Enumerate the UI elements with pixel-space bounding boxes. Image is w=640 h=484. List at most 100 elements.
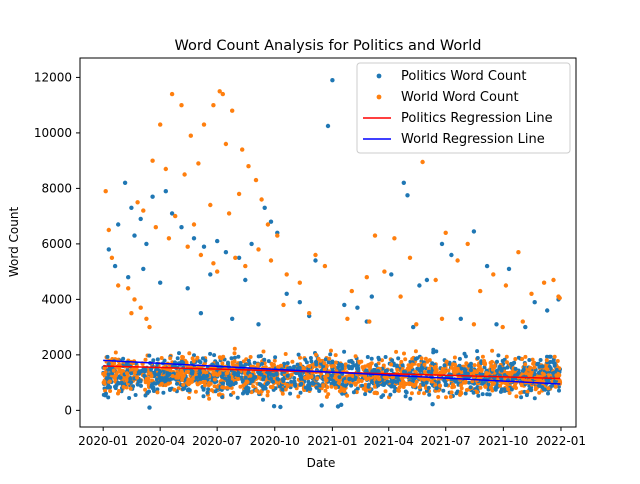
- dense-point: [143, 387, 148, 392]
- politics-point: [342, 302, 347, 308]
- dense-point: [505, 360, 509, 365]
- politics-point: [112, 263, 118, 269]
- world-point: [215, 269, 220, 274]
- dense-point: [459, 370, 464, 375]
- dense-point: [476, 393, 481, 398]
- dense-point: [537, 378, 542, 383]
- dense-point: [538, 358, 543, 362]
- dense-point: [330, 364, 334, 369]
- dense-point: [202, 383, 207, 388]
- politics-point: [132, 233, 137, 238]
- dense-point: [363, 375, 367, 379]
- dense-point: [552, 363, 557, 368]
- dense-point: [451, 368, 456, 373]
- dense-point: [133, 393, 138, 397]
- y-axis-label: Word Count: [7, 207, 21, 278]
- dense-point: [545, 354, 549, 359]
- politics-point: [243, 277, 248, 283]
- dense-point: [147, 371, 152, 376]
- x-tick-label: 2021-07: [421, 434, 471, 448]
- world-point: [398, 294, 403, 299]
- dense-point: [265, 389, 270, 394]
- dense-point: [101, 371, 106, 376]
- dense-point: [107, 379, 112, 384]
- y-tick-label: 4000: [41, 292, 72, 306]
- politics-point: [355, 305, 360, 310]
- dense-point: [495, 359, 499, 364]
- dense-point: [327, 356, 332, 361]
- dense-point: [105, 376, 109, 381]
- world-point: [268, 258, 274, 263]
- dense-point: [520, 357, 525, 361]
- dense-point: [540, 364, 545, 369]
- dense-point: [426, 369, 431, 374]
- dense-point: [147, 353, 152, 358]
- dense-point: [310, 380, 315, 385]
- dense-point: [328, 352, 333, 357]
- dense-point: [453, 362, 458, 367]
- dense-point: [389, 379, 394, 384]
- dense-point: [354, 390, 359, 395]
- dense-point: [516, 355, 521, 360]
- dense-point: [376, 369, 381, 374]
- dense-point: [421, 382, 426, 387]
- dense-point: [303, 375, 308, 380]
- dense-point: [255, 362, 260, 367]
- dense-point: [142, 373, 147, 378]
- dense-point: [143, 357, 148, 362]
- dense-point: [209, 388, 214, 393]
- politics-point: [223, 250, 229, 255]
- dense-point: [489, 364, 494, 369]
- dense-point: [152, 370, 157, 375]
- dense-point: [520, 369, 525, 373]
- dense-point: [220, 361, 225, 366]
- politics-point: [249, 241, 254, 247]
- world-point: [226, 211, 232, 216]
- dense-point: [127, 396, 132, 400]
- dense-point: [554, 373, 559, 378]
- dense-point: [507, 372, 512, 377]
- dense-point: [512, 360, 517, 365]
- world-point: [307, 311, 312, 316]
- dense-point: [469, 368, 473, 373]
- dense-point: [359, 379, 364, 383]
- dense-point: [419, 356, 424, 361]
- world-point: [217, 89, 222, 94]
- dense-point: [211, 372, 216, 377]
- world-point: [169, 91, 175, 97]
- dense-point: [298, 376, 303, 381]
- x-tick-label: 2020-10: [250, 434, 300, 448]
- dense-point: [475, 349, 480, 354]
- dense-point: [144, 376, 149, 381]
- dense-point: [442, 378, 447, 383]
- world-point: [150, 158, 155, 163]
- dense-point: [360, 383, 365, 388]
- dense-point: [465, 371, 470, 376]
- dense-point: [446, 368, 451, 373]
- dense-point: [337, 375, 342, 380]
- dense-point: [416, 363, 421, 367]
- dense-point: [220, 395, 225, 399]
- dense-point: [466, 380, 471, 385]
- dense-point: [186, 369, 191, 374]
- dense-point: [232, 346, 237, 351]
- dense-point: [388, 392, 393, 397]
- y-tick-label: 8000: [41, 181, 72, 195]
- dense-point: [280, 391, 285, 396]
- dense-point: [482, 359, 487, 363]
- dense-point: [422, 391, 427, 396]
- world-point: [414, 322, 419, 327]
- dense-point: [537, 390, 542, 395]
- dense-point: [298, 355, 302, 360]
- world-point: [132, 297, 137, 302]
- dense-point: [532, 371, 537, 376]
- dense-point: [512, 383, 517, 388]
- dense-point: [522, 389, 527, 394]
- dense-point: [331, 379, 336, 384]
- world-point: [129, 311, 134, 316]
- dense-point: [309, 374, 314, 379]
- dense-point: [400, 363, 405, 368]
- dense-point: [513, 357, 518, 361]
- dense-point: [236, 354, 241, 359]
